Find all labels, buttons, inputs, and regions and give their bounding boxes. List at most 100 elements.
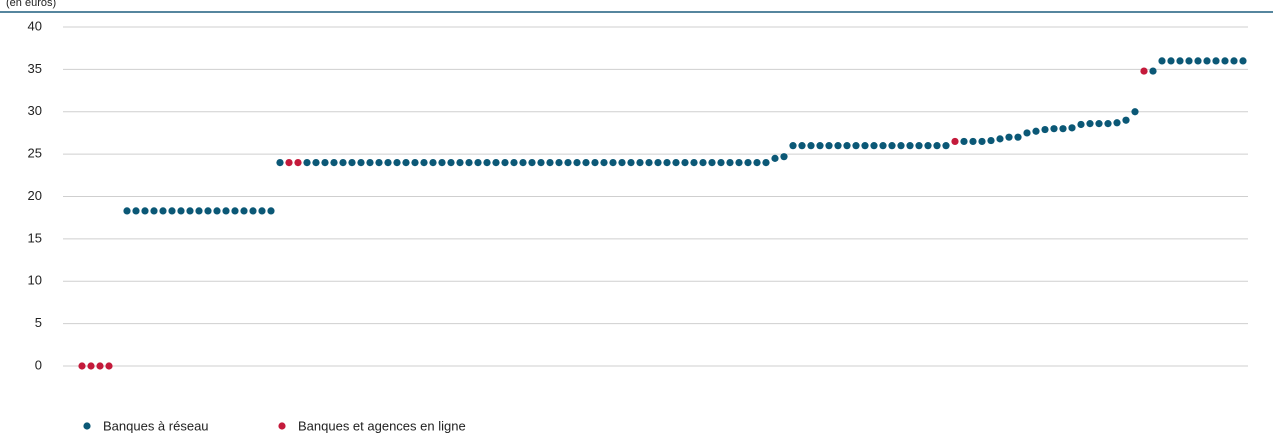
dot [357, 159, 365, 167]
dot [501, 159, 509, 167]
dot [1203, 57, 1211, 65]
dot [960, 137, 968, 146]
dot [1023, 129, 1031, 137]
dot [906, 142, 914, 150]
y-tick-label: 35 [28, 61, 42, 76]
dot [663, 159, 671, 167]
dot [762, 159, 770, 167]
dot [1194, 57, 1202, 65]
dot [591, 159, 599, 167]
dot [87, 362, 95, 370]
dot [1239, 57, 1247, 65]
dot [483, 159, 491, 167]
dot [1068, 124, 1076, 132]
dot [825, 142, 833, 150]
dot [744, 159, 752, 167]
dot [132, 207, 140, 215]
dot [1095, 120, 1103, 128]
dot [510, 159, 518, 167]
dot [240, 207, 248, 215]
dot [330, 159, 338, 167]
dot [195, 207, 203, 215]
chart-subtitle: (en euros) [6, 0, 56, 9]
dot [546, 159, 554, 167]
dot [582, 159, 590, 167]
dot [1176, 57, 1184, 65]
dot [1014, 133, 1022, 141]
dot [150, 207, 158, 215]
dot [321, 159, 329, 167]
y-tick-label: 40 [28, 18, 42, 33]
dot [807, 142, 815, 150]
dot [915, 142, 923, 150]
dot [699, 159, 707, 167]
dot [1167, 57, 1175, 65]
dot [1104, 120, 1112, 128]
dot [528, 159, 536, 167]
dot [816, 142, 824, 150]
dot [420, 159, 428, 167]
dot [456, 159, 464, 167]
dot [672, 159, 680, 167]
dot [375, 159, 383, 167]
dot [609, 159, 617, 167]
dot [267, 207, 275, 215]
dot [843, 142, 851, 150]
dot [780, 153, 788, 161]
dot [654, 159, 662, 167]
dot [258, 207, 266, 215]
dot [969, 137, 977, 146]
dot [123, 207, 131, 215]
dot [1221, 57, 1229, 65]
dot [951, 137, 959, 146]
dot [105, 362, 113, 370]
dot [636, 159, 644, 167]
dot [348, 159, 356, 167]
dot [1122, 116, 1130, 124]
dot [231, 207, 239, 215]
dot [1230, 57, 1238, 65]
dot [555, 159, 563, 167]
dot [627, 159, 635, 167]
dot [861, 142, 869, 150]
dot [996, 135, 1004, 143]
dot [492, 159, 500, 167]
dot [879, 142, 887, 150]
dot [222, 207, 230, 215]
dot [411, 159, 419, 167]
dot [249, 207, 257, 215]
dot [465, 159, 473, 167]
dot [1131, 108, 1139, 116]
dot [933, 142, 941, 150]
dot [726, 159, 734, 167]
y-tick-label: 20 [28, 188, 42, 203]
dot [1149, 67, 1157, 75]
dot [1005, 133, 1013, 141]
dot [177, 207, 185, 215]
dot [366, 159, 374, 167]
y-tick-label: 0 [35, 357, 42, 372]
dot [1041, 125, 1049, 134]
dot [1077, 120, 1085, 129]
dot [168, 207, 176, 215]
y-tick-label: 25 [28, 146, 42, 161]
dot [537, 159, 545, 167]
dot [1113, 119, 1121, 127]
dot [924, 142, 932, 150]
dot [1212, 57, 1220, 65]
dot [1086, 120, 1094, 128]
dot [1185, 57, 1193, 65]
dot [1158, 57, 1166, 65]
dot [312, 159, 320, 167]
legend-label: Banques et agences en ligne [298, 418, 466, 433]
dot [402, 159, 410, 167]
dot [600, 159, 608, 167]
dot [159, 207, 167, 215]
dot [303, 159, 311, 167]
dot [897, 142, 905, 150]
dot [213, 207, 221, 215]
dot [870, 142, 878, 150]
dot [1140, 67, 1148, 75]
dot [618, 159, 626, 167]
